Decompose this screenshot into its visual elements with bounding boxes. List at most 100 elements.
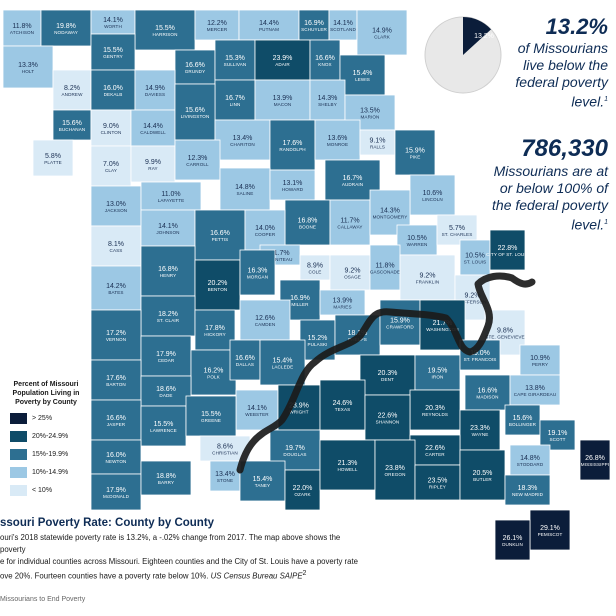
county-name-clark: CLARK [374, 35, 391, 40]
county-platte [32, 139, 74, 177]
county-name-lafayette: LAFAYETTE [158, 198, 185, 203]
county-johnson [140, 209, 196, 247]
county-oregon [374, 439, 416, 501]
county-name-macon: MACON [274, 102, 292, 107]
county-value-dallas: 16.6% [235, 355, 255, 362]
county-name-henry: HENRY [160, 273, 177, 278]
county-name-platte: PLATTE [44, 160, 62, 165]
county-value-boone: 16.8% [298, 218, 318, 225]
county-value-audrain: 16.7% [343, 175, 363, 182]
county-name-cole: COLE [309, 270, 322, 275]
county-value-buchanan: 15.6% [62, 120, 82, 127]
stat-poverty-count-value: 786,330 [521, 134, 608, 162]
county-name-monroe: MONROE [327, 142, 348, 147]
statistics-panel: 13.2% of Missourians live below the fede… [418, 6, 608, 233]
county-name-montgomery: MONTGOMERY [373, 215, 408, 220]
county-value-montgomery: 14.3% [380, 208, 400, 215]
county-name-boone: BOONE [299, 225, 316, 230]
county-name-ripley: RIPLEY [429, 485, 446, 490]
county-taney [239, 460, 286, 502]
county-name-howard: HOWARD [282, 187, 304, 192]
county-value-benton: 20.2% [208, 280, 228, 287]
county-value-bollinger: 15.6% [513, 415, 533, 422]
county-name-pettis: PETTIS [212, 237, 229, 242]
county-value-platte: 5.8% [45, 153, 61, 160]
county-mercer [194, 9, 240, 41]
county-ozark [284, 469, 321, 511]
county-value-mercer: 12.2% [207, 20, 227, 27]
county-name-ray: RAY [148, 166, 157, 171]
county-cole [299, 254, 331, 281]
county-pemiscot [529, 509, 571, 551]
county-dent [359, 354, 416, 396]
county-value-maries: 13.9% [333, 298, 353, 305]
legend-swatch [10, 431, 27, 442]
county-name-crawford: CRAWFORD [386, 325, 414, 330]
county-value-stone: 13.4% [215, 471, 235, 478]
county-name-harrison: HARRISON [152, 32, 177, 37]
county-value-gasconade: 11.8% [375, 263, 394, 270]
county-stoddard [509, 444, 551, 476]
county-name-warren: WARREN [407, 242, 428, 247]
county-name-andrew: ANDREW [61, 92, 83, 97]
legend-item: > 25% [10, 413, 92, 424]
county-value-lincoln: 10.6% [423, 190, 443, 197]
county-cooper [244, 209, 286, 251]
county-bates [90, 265, 142, 311]
legend-item: 20%-24.9% [10, 431, 92, 442]
county-value-jefferson: 9.2% [465, 293, 481, 300]
county-henry [140, 245, 196, 297]
county-laclede [259, 339, 306, 386]
county-carroll [174, 139, 221, 181]
county-name-scott: SCOTT [549, 437, 565, 442]
county-name-franklin: FRANKLIN [416, 280, 440, 285]
county-value-ray: 9.9% [145, 159, 161, 166]
county-name-oregon: OREGON [384, 472, 405, 477]
county-name-gasconade: GASCONADE [370, 270, 400, 275]
county-name-maries: MARIES [333, 305, 351, 310]
county-value-ste-genevieve: 9.8% [497, 328, 513, 335]
county-newton [90, 439, 142, 475]
county-name-mississippi: MISSISSIPPI [581, 462, 609, 467]
county-name-madison: MADISON [476, 395, 498, 400]
county-value-cole: 8.9% [307, 263, 323, 270]
legend-label: 10%-14.9% [32, 469, 69, 476]
county-hickory [194, 309, 236, 351]
county-value-taney: 15.4% [253, 476, 273, 483]
county-value-randolph: 17.6% [283, 140, 303, 147]
county-crawford [379, 299, 421, 346]
county-value-miller: 16.9% [290, 295, 310, 302]
caption-source: US Census Bureau SAIPE [210, 571, 303, 581]
county-name-cedar: CEDAR [158, 358, 175, 363]
county-value-crawford: 15.9% [390, 318, 410, 325]
county-value-franklin: 9.2% [420, 273, 436, 280]
county-howard [269, 169, 316, 201]
county-value-holt: 13.3% [18, 62, 38, 69]
county-greene [185, 395, 237, 437]
county-value-jackson: 13.0% [106, 201, 126, 208]
county-value-butler: 20.5% [473, 470, 493, 477]
county-name-butler: BUTLER [473, 477, 492, 482]
county-name-city-of-st-louis: CITY OF ST. LOUIS [486, 252, 529, 257]
map-legend: Percent of Missouri Population Living in… [0, 380, 92, 503]
county-value-monroe: 13.6% [328, 135, 348, 142]
caption-title: ssouri Poverty Rate: County by County [0, 517, 215, 529]
county-name-douglas: DOUGLAS [283, 452, 306, 457]
county-atchison [2, 9, 42, 47]
county-clark [356, 9, 408, 56]
county-name-gentry: GENTRY [103, 54, 123, 59]
county-value-caldwell: 14.4% [143, 123, 163, 130]
county-value-barton: 17.6% [106, 375, 126, 382]
stat-poverty-rate-text: of Missourians live below the federal po… [515, 40, 608, 110]
county-clay [90, 145, 132, 187]
county-value-laclede: 15.4% [273, 358, 293, 365]
county-name-jefferson: JEFFERSON [458, 300, 486, 305]
county-name-cape-girardeau: CAPE GIRARDEAU [514, 392, 557, 397]
county-name-atchison: ATCHISON [10, 30, 34, 35]
legend-swatch [10, 485, 27, 496]
county-scotland [328, 9, 358, 41]
county-morgan [239, 249, 276, 296]
county-name-bates: BATES [108, 290, 123, 295]
county-name-knox: KNOX [318, 62, 331, 67]
